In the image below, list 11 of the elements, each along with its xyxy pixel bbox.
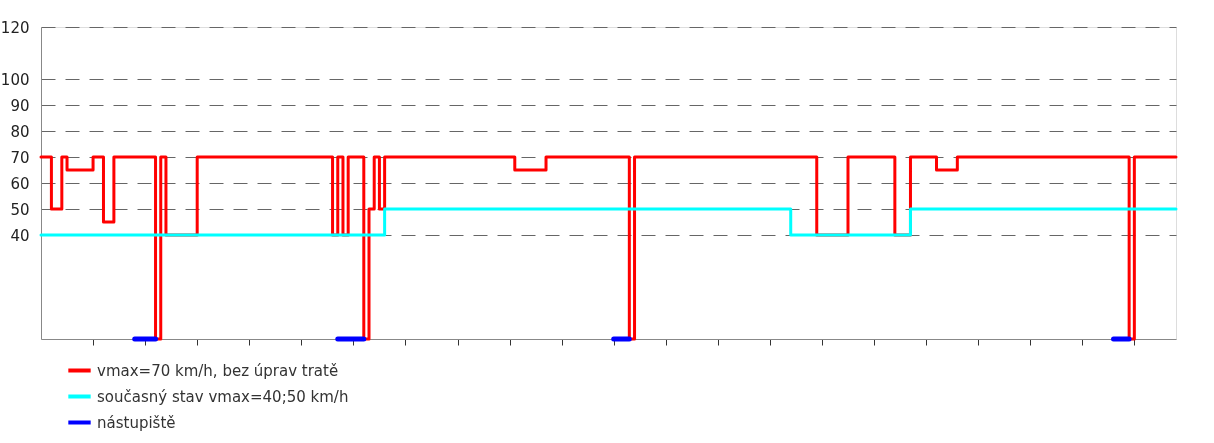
y-tick-label: 100 [0, 70, 30, 89]
y-tick-label: 80 [10, 122, 30, 141]
y-tick-label: 40 [10, 226, 30, 245]
legend-label: současný stav vmax=40;50 km/h [97, 387, 349, 406]
y-tick-label: 60 [10, 174, 30, 193]
y-tick-label: 70 [10, 148, 30, 167]
legend-label: vmax=70 km/h, bez úprav tratě [97, 361, 339, 380]
y-tick-label: 50 [10, 200, 30, 219]
y-tick-label: 90 [10, 96, 30, 115]
legend-label: nástupiště [97, 413, 176, 432]
y-tick-label: 120 [0, 18, 30, 37]
